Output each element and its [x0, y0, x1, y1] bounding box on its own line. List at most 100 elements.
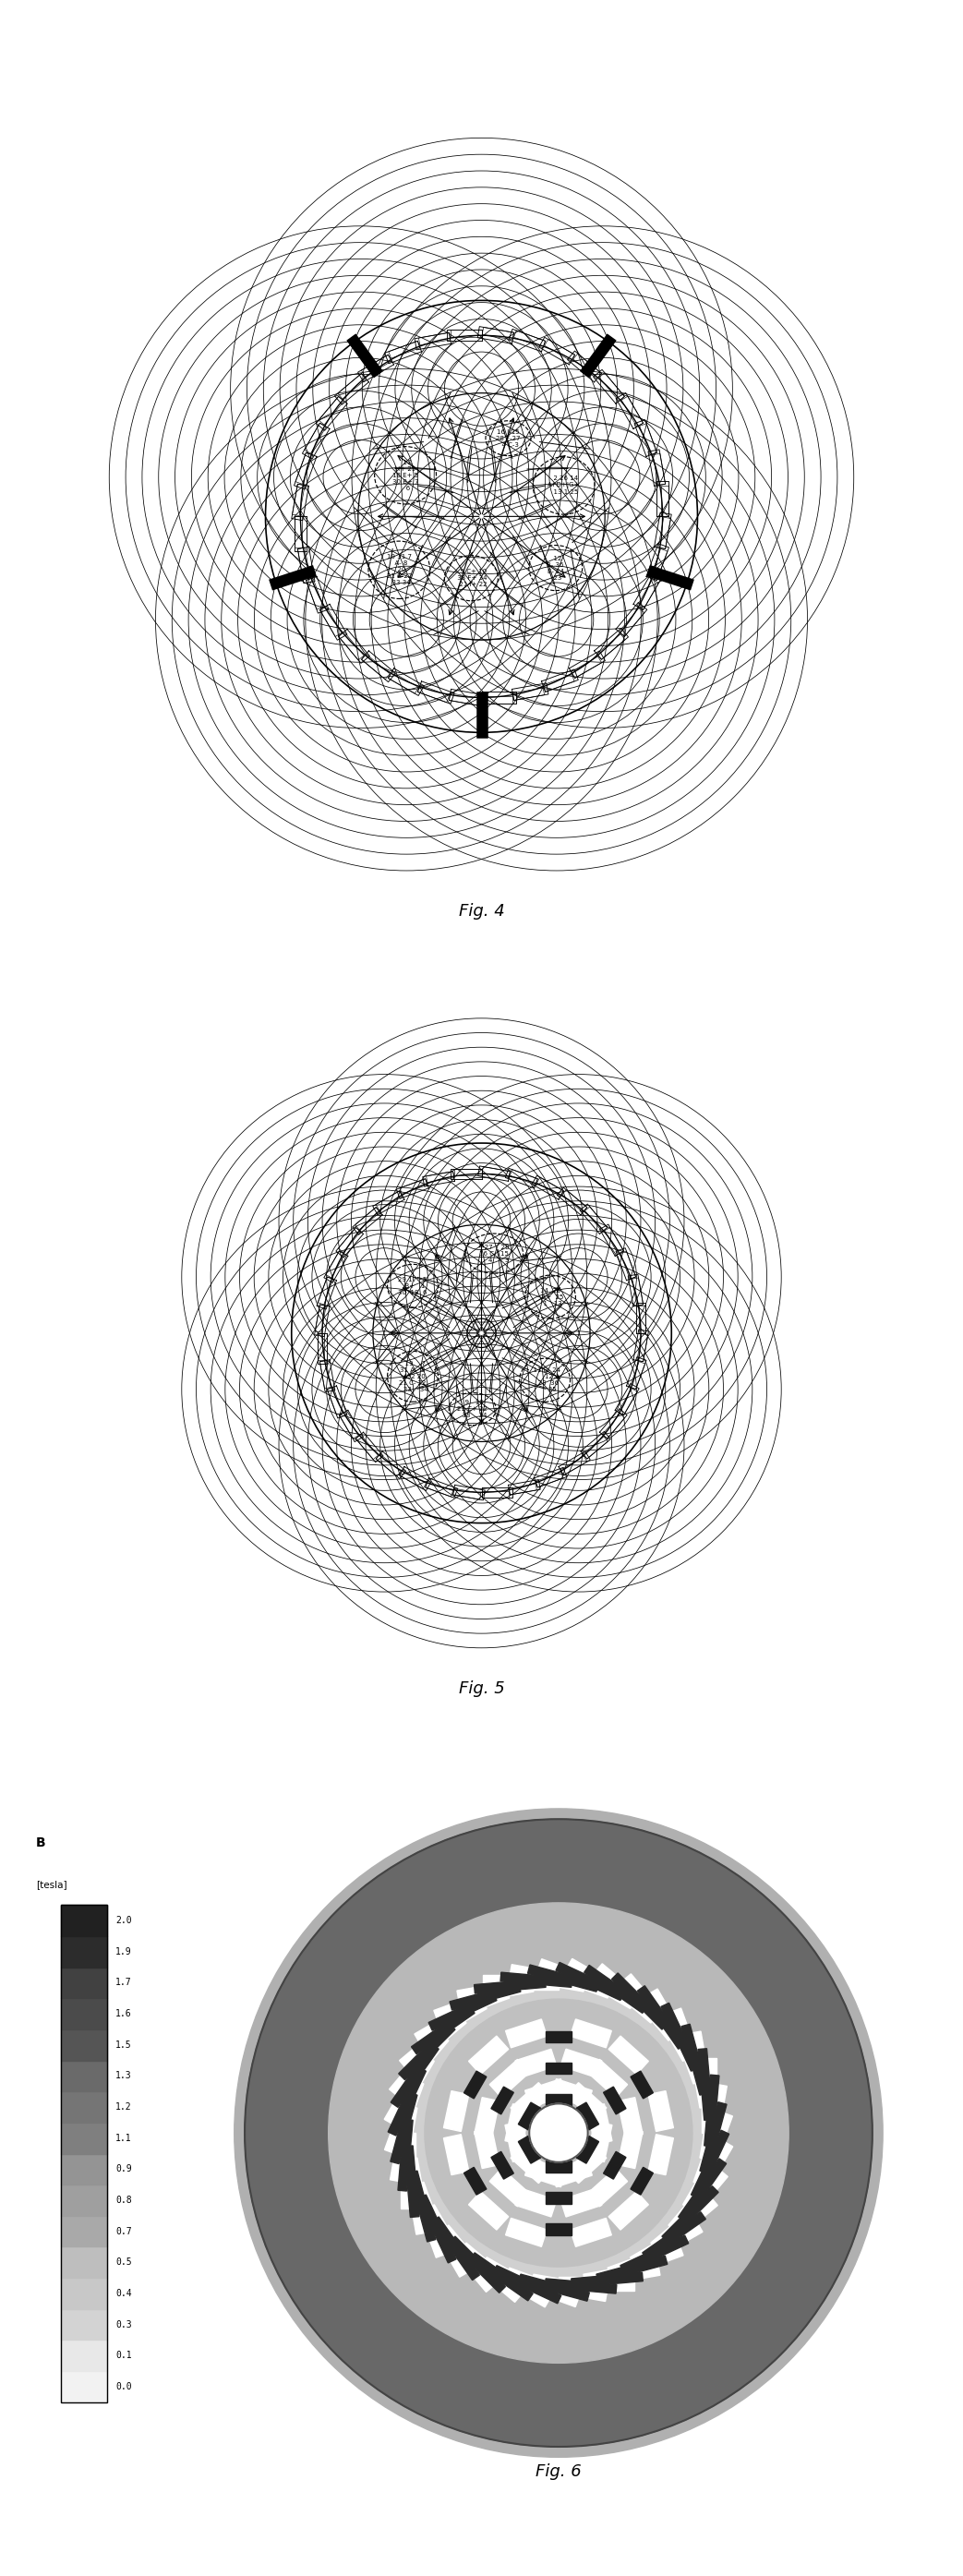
- Polygon shape: [683, 2141, 733, 2213]
- Polygon shape: [691, 2130, 729, 2197]
- Polygon shape: [631, 2221, 703, 2269]
- Text: 1.3: 1.3: [116, 2071, 132, 2081]
- Text: Fig. 4: Fig. 4: [458, 904, 505, 920]
- Polygon shape: [411, 2007, 475, 2053]
- Bar: [61, 2308, 107, 2339]
- Bar: [61, 2184, 107, 2215]
- Polygon shape: [404, 2146, 419, 2218]
- Polygon shape: [566, 2146, 607, 2184]
- Bar: [61, 2246, 107, 2277]
- Polygon shape: [700, 2102, 727, 2174]
- Polygon shape: [480, 2257, 552, 2308]
- Polygon shape: [604, 2087, 626, 2115]
- Polygon shape: [668, 2166, 728, 2233]
- Bar: [61, 2092, 107, 2123]
- Polygon shape: [645, 1989, 695, 2061]
- Text: 0.4: 0.4: [116, 2290, 132, 2298]
- Polygon shape: [587, 2058, 628, 2097]
- Polygon shape: [398, 2120, 413, 2192]
- Polygon shape: [704, 2074, 719, 2146]
- Polygon shape: [510, 2146, 551, 2184]
- Polygon shape: [515, 2048, 557, 2079]
- Polygon shape: [506, 2218, 547, 2246]
- Polygon shape: [384, 2053, 434, 2125]
- Text: 2.0: 2.0: [116, 1917, 132, 1924]
- Polygon shape: [587, 2169, 628, 2208]
- Polygon shape: [584, 2262, 660, 2287]
- Polygon shape: [470, 2254, 533, 2300]
- Polygon shape: [438, 2226, 497, 2293]
- Polygon shape: [444, 2136, 469, 2174]
- Polygon shape: [515, 2187, 557, 2218]
- Bar: [61, 2339, 107, 2370]
- Polygon shape: [560, 2048, 602, 2079]
- Polygon shape: [612, 1973, 668, 2030]
- Text: 0.9: 0.9: [116, 2164, 132, 2174]
- Polygon shape: [546, 2223, 571, 2236]
- Text: 0.1: 0.1: [116, 2352, 132, 2360]
- Polygon shape: [399, 2022, 455, 2079]
- Polygon shape: [565, 1958, 638, 2009]
- Bar: [61, 1937, 107, 1968]
- Polygon shape: [536, 1958, 612, 1999]
- Polygon shape: [391, 2043, 439, 2107]
- Polygon shape: [609, 2192, 648, 2231]
- Polygon shape: [698, 2048, 713, 2120]
- Bar: [61, 2154, 107, 2184]
- Polygon shape: [491, 2087, 513, 2115]
- Text: 1.7: 1.7: [116, 1978, 132, 1989]
- Polygon shape: [469, 2192, 508, 2231]
- Polygon shape: [559, 2277, 634, 2290]
- Polygon shape: [693, 2112, 733, 2187]
- Text: 0.5: 0.5: [116, 2257, 132, 2267]
- Text: 19    7
31 A-  8
   32 20
21 C- 22
   33    34: 19 7 31 A- 8 32 20 21 C- 22 33 34: [397, 1360, 429, 1391]
- Polygon shape: [390, 2105, 417, 2182]
- Polygon shape: [418, 2195, 456, 2262]
- Text: Fig. 5: Fig. 5: [458, 1680, 505, 1698]
- Text: 2 26 14
A+D+|G+
  13 1 25: 2 26 14 A+D+|G+ 13 1 25: [547, 477, 580, 495]
- Circle shape: [412, 1986, 705, 2280]
- Polygon shape: [475, 2128, 500, 2169]
- Polygon shape: [546, 2161, 571, 2172]
- Circle shape: [328, 1904, 789, 2362]
- Polygon shape: [546, 2192, 571, 2202]
- Polygon shape: [518, 2275, 589, 2300]
- Text: 1.6: 1.6: [116, 2009, 132, 2020]
- Bar: [61, 2030, 107, 2061]
- Text: 1.5: 1.5: [116, 2040, 132, 2050]
- Polygon shape: [493, 2264, 561, 2303]
- Polygon shape: [388, 2069, 426, 2136]
- Polygon shape: [464, 2071, 486, 2099]
- Polygon shape: [457, 1978, 534, 2004]
- Polygon shape: [585, 1965, 647, 2012]
- Polygon shape: [449, 2236, 506, 2293]
- Polygon shape: [518, 2102, 541, 2130]
- Circle shape: [245, 1819, 872, 2447]
- Circle shape: [234, 1808, 883, 2458]
- Polygon shape: [638, 1986, 686, 2048]
- Polygon shape: [489, 2058, 530, 2097]
- Polygon shape: [551, 2159, 592, 2187]
- Polygon shape: [586, 2123, 612, 2161]
- Polygon shape: [617, 2097, 642, 2138]
- Polygon shape: [661, 2004, 699, 2071]
- Polygon shape: [678, 2159, 726, 2223]
- Polygon shape: [409, 2172, 435, 2241]
- Polygon shape: [687, 2032, 714, 2107]
- Text: 0.8: 0.8: [116, 2195, 132, 2205]
- Circle shape: [530, 2105, 587, 2161]
- Bar: [61, 1968, 107, 1999]
- Polygon shape: [469, 2035, 508, 2074]
- Polygon shape: [532, 2275, 608, 2300]
- Polygon shape: [525, 2159, 566, 2187]
- Polygon shape: [506, 2020, 547, 2048]
- Polygon shape: [631, 2166, 653, 2195]
- Polygon shape: [570, 2218, 612, 2246]
- Polygon shape: [551, 2079, 592, 2107]
- Polygon shape: [491, 2151, 513, 2179]
- Bar: [61, 1999, 107, 2030]
- Text: 27    28
16 C-  15
    4      3: 27 28 16 C- 15 4 3: [479, 1244, 509, 1262]
- Bar: [61, 2370, 107, 2403]
- Text: B: B: [37, 1837, 46, 1850]
- Polygon shape: [509, 1965, 586, 1991]
